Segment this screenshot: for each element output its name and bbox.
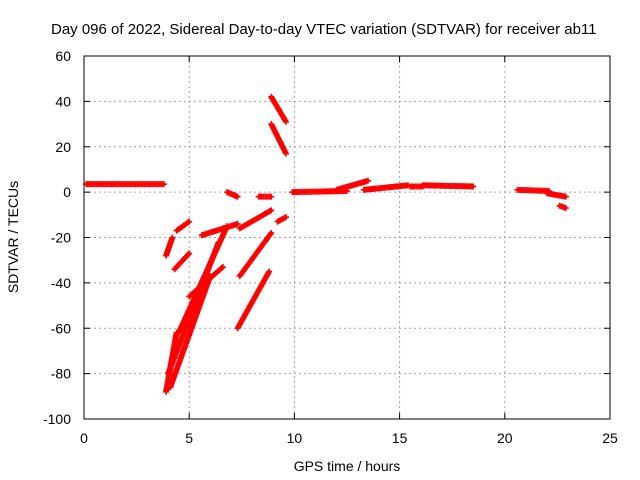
series-arc-10 — [198, 220, 241, 239]
series-arc-11 — [224, 189, 241, 200]
y-axis-label: SDTVAR / TECUs — [5, 181, 21, 293]
data-point — [169, 234, 176, 241]
series-arc-25 — [543, 190, 569, 200]
data-point — [234, 193, 241, 200]
x-tick-label: 0 — [80, 430, 88, 446]
data-point — [219, 263, 226, 270]
data-point — [282, 214, 289, 221]
series-arc-12 — [234, 268, 273, 332]
data-point — [268, 193, 275, 200]
series-arc-9 — [186, 263, 226, 300]
series-arc-18 — [274, 214, 289, 225]
y-tick-label: -20 — [51, 230, 71, 246]
data-points — [83, 93, 569, 395]
y-tick-label: -100 — [43, 411, 71, 427]
y-tick-labels: -100 -80 -60 -40 -20 0 20 40 60 — [43, 48, 71, 427]
y-tick-label: 60 — [55, 48, 71, 64]
data-point — [282, 150, 289, 157]
series-arc-15 — [255, 193, 275, 200]
x-tick-label: 5 — [185, 430, 193, 446]
y-tick-label: 0 — [63, 184, 71, 200]
axis-ticks — [83, 55, 611, 420]
series-arc-1 — [83, 181, 167, 188]
data-point — [234, 220, 241, 227]
series-arc-19 — [289, 187, 350, 196]
series-arc-14 — [236, 207, 275, 232]
series-arc-20 — [333, 177, 372, 193]
data-point — [562, 193, 569, 200]
x-tick-label: 15 — [392, 430, 408, 446]
data-point — [218, 264, 225, 271]
series-arc-13 — [236, 229, 275, 280]
series-arc-17 — [268, 121, 289, 157]
series-arc-22 — [407, 183, 426, 190]
series-arc-3 — [173, 218, 193, 234]
data-point — [186, 250, 193, 257]
y-tick-label: 20 — [55, 139, 71, 155]
series-arc-21 — [360, 182, 412, 193]
series-arc-16 — [268, 93, 289, 125]
y-tick-label: -60 — [51, 320, 71, 336]
plot-frame — [83, 55, 611, 420]
data-point — [365, 177, 372, 184]
x-tick-labels: 0 5 10 15 20 25 — [80, 430, 618, 446]
data-point — [186, 218, 193, 225]
data-point — [470, 183, 477, 190]
series-arc-6 — [167, 273, 214, 391]
x-axis-label: GPS time / hours — [294, 458, 401, 474]
data-point — [185, 251, 192, 258]
y-tick-label: -80 — [51, 366, 71, 382]
series-arc-2 — [163, 234, 176, 259]
data-point — [266, 268, 273, 275]
series-arc-4 — [171, 250, 193, 273]
series-arc-8 — [175, 223, 231, 336]
y-tick-label: -40 — [51, 275, 71, 291]
y-tick-label: 40 — [55, 93, 71, 109]
series-arc-26 — [556, 202, 569, 212]
data-point — [562, 205, 569, 212]
data-point — [268, 207, 275, 214]
chart-title: Day 096 of 2022, Sidereal Day-to-day VTE… — [51, 21, 597, 38]
data-point — [267, 231, 274, 238]
series-arc-23 — [419, 182, 477, 190]
x-tick-label: 20 — [497, 430, 513, 446]
grid-lines — [84, 56, 610, 419]
data-point — [268, 229, 275, 236]
data-point — [282, 118, 289, 125]
x-tick-label: 10 — [287, 430, 303, 446]
x-tick-label: 25 — [602, 430, 618, 446]
data-point — [160, 181, 167, 188]
